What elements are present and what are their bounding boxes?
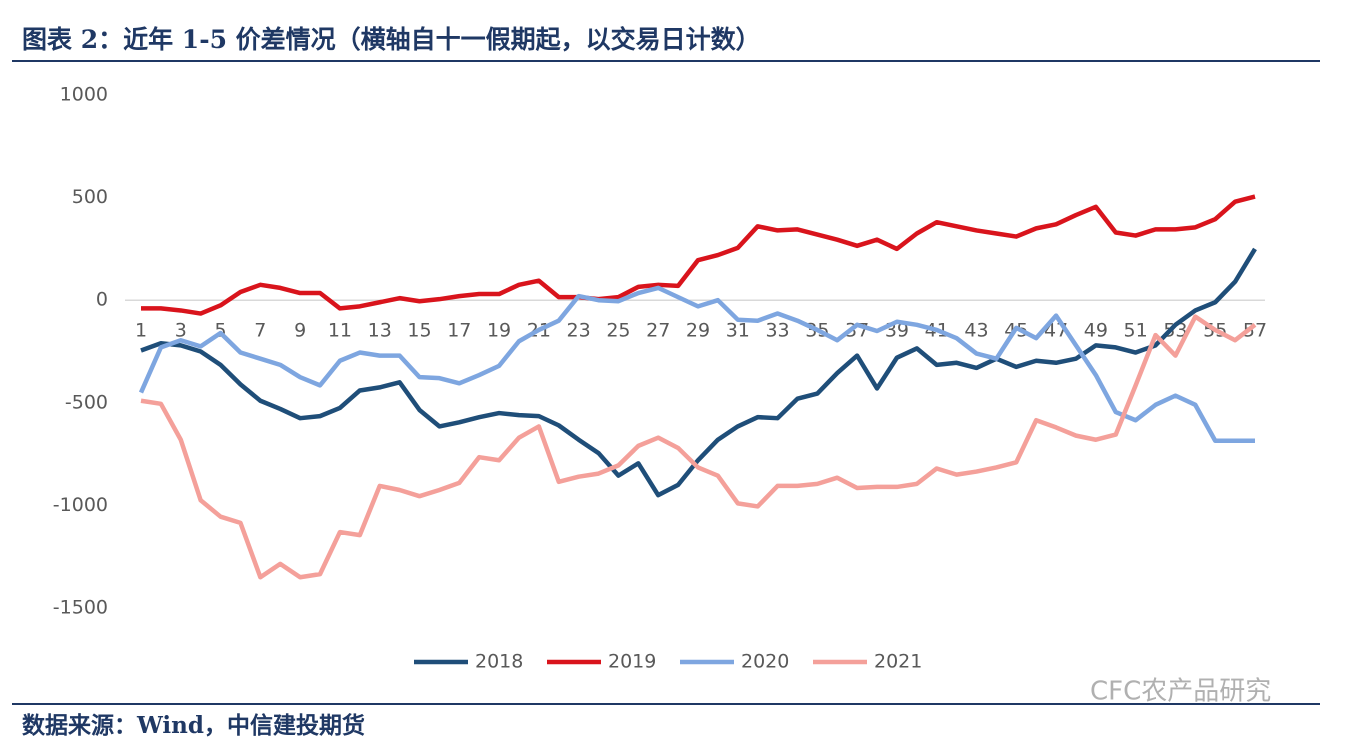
watermark: CFC农产品研究 <box>1090 677 1271 707</box>
series-line <box>140 314 1257 580</box>
legend-label: 2020 <box>741 651 789 673</box>
series-line <box>141 194 1256 316</box>
x-tick-label: 1 <box>135 320 147 342</box>
x-tick-label: 17 <box>447 320 471 342</box>
x-tick-label: 49 <box>1084 320 1108 342</box>
x-tick-label: 3 <box>175 320 187 342</box>
x-tick-label: 15 <box>407 320 431 342</box>
series-line <box>140 247 1257 498</box>
x-tick-label: 13 <box>368 320 392 342</box>
y-tick-label: -1500 <box>53 597 108 619</box>
y-tick-label: -1000 <box>53 494 108 516</box>
x-tick-label: 57 <box>1243 320 1267 342</box>
x-tick-label: 11 <box>328 320 352 342</box>
legend-label: 2021 <box>874 651 922 673</box>
x-tick-label: 51 <box>1124 320 1148 342</box>
y-tick-label: 1000 <box>60 84 108 106</box>
x-tick-label: 29 <box>686 320 710 342</box>
y-tick-label: 0 <box>96 289 108 311</box>
source: 数据来源：Wind，中信建投期货 <box>22 712 365 739</box>
x-tick-label: 43 <box>964 320 988 342</box>
x-tick-label: 31 <box>726 320 750 342</box>
series-line <box>138 285 1255 444</box>
x-tick-label: 33 <box>765 320 789 342</box>
legend-label: 2019 <box>608 651 656 673</box>
legend-label: 2018 <box>475 651 523 673</box>
x-tick-label: 27 <box>646 320 670 342</box>
x-tick-label: 25 <box>606 320 630 342</box>
y-tick-label: -500 <box>65 391 108 413</box>
x-tick-label: 53 <box>1163 320 1187 342</box>
chart-title: 图表 2：近年 1-5 价差情况（横轴自十一假期起，以交易日计数） <box>22 25 761 54</box>
x-tick-label: 23 <box>567 320 591 342</box>
x-tick-label: 7 <box>254 320 266 342</box>
y-tick-label: 500 <box>72 186 108 208</box>
x-tick-label: 19 <box>487 320 511 342</box>
x-tick-label: 9 <box>294 320 306 342</box>
